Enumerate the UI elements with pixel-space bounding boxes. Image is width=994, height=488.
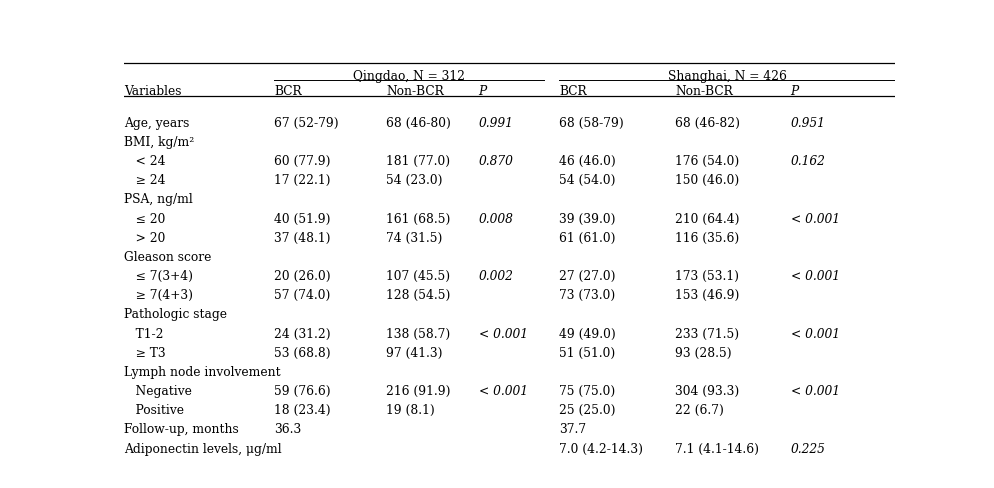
Text: < 0.001: < 0.001 xyxy=(479,327,528,341)
Text: 73 (73.0): 73 (73.0) xyxy=(560,289,615,302)
Text: 20 (26.0): 20 (26.0) xyxy=(274,270,331,283)
Text: 61 (61.0): 61 (61.0) xyxy=(560,232,616,244)
Text: 53 (68.8): 53 (68.8) xyxy=(274,346,331,360)
Text: 68 (46-82): 68 (46-82) xyxy=(675,117,741,130)
Text: 210 (64.4): 210 (64.4) xyxy=(675,213,740,225)
Text: 7.0 (4.2-14.3): 7.0 (4.2-14.3) xyxy=(560,443,643,455)
Text: 68 (46-80): 68 (46-80) xyxy=(387,117,451,130)
Text: ≤ 7(3+4): ≤ 7(3+4) xyxy=(124,270,193,283)
Text: < 0.001: < 0.001 xyxy=(790,213,840,225)
Text: 0.991: 0.991 xyxy=(479,117,514,130)
Text: 97 (41.3): 97 (41.3) xyxy=(387,346,442,360)
Text: 0.162: 0.162 xyxy=(790,155,825,168)
Text: 107 (45.5): 107 (45.5) xyxy=(387,270,450,283)
Text: 22 (6.7): 22 (6.7) xyxy=(675,404,724,417)
Text: Negative: Negative xyxy=(124,385,192,398)
Text: 173 (53.1): 173 (53.1) xyxy=(675,270,740,283)
Text: 176 (54.0): 176 (54.0) xyxy=(675,155,740,168)
Text: Shanghai, N = 426: Shanghai, N = 426 xyxy=(668,70,786,83)
Text: 51 (51.0): 51 (51.0) xyxy=(560,346,615,360)
Text: 233 (71.5): 233 (71.5) xyxy=(675,327,740,341)
Text: 153 (46.9): 153 (46.9) xyxy=(675,289,740,302)
Text: BCR: BCR xyxy=(274,85,302,98)
Text: 304 (93.3): 304 (93.3) xyxy=(675,385,740,398)
Text: 18 (23.4): 18 (23.4) xyxy=(274,404,331,417)
Text: Lymph node involvement: Lymph node involvement xyxy=(124,366,281,379)
Text: 19 (8.1): 19 (8.1) xyxy=(387,404,435,417)
Text: Positive: Positive xyxy=(124,404,184,417)
Text: Gleason score: Gleason score xyxy=(124,251,212,264)
Text: 216 (91.9): 216 (91.9) xyxy=(387,385,450,398)
Text: 74 (31.5): 74 (31.5) xyxy=(387,232,442,244)
Text: < 0.001: < 0.001 xyxy=(790,327,840,341)
Text: Qingdao, N = 312: Qingdao, N = 312 xyxy=(353,70,465,83)
Text: ≤ 20: ≤ 20 xyxy=(124,213,166,225)
Text: 68 (58-79): 68 (58-79) xyxy=(560,117,624,130)
Text: 0.008: 0.008 xyxy=(479,213,514,225)
Text: ≥ T3: ≥ T3 xyxy=(124,346,166,360)
Text: 57 (74.0): 57 (74.0) xyxy=(274,289,331,302)
Text: 181 (77.0): 181 (77.0) xyxy=(387,155,450,168)
Text: 54 (54.0): 54 (54.0) xyxy=(560,174,616,187)
Text: 60 (77.9): 60 (77.9) xyxy=(274,155,331,168)
Text: 40 (51.9): 40 (51.9) xyxy=(274,213,331,225)
Text: P: P xyxy=(790,85,799,98)
Text: 25 (25.0): 25 (25.0) xyxy=(560,404,616,417)
Text: 0.002: 0.002 xyxy=(479,270,514,283)
Text: P: P xyxy=(479,85,487,98)
Text: 161 (68.5): 161 (68.5) xyxy=(387,213,450,225)
Text: Non-BCR: Non-BCR xyxy=(387,85,444,98)
Text: Non-BCR: Non-BCR xyxy=(675,85,733,98)
Text: 0.870: 0.870 xyxy=(479,155,514,168)
Text: 37.7: 37.7 xyxy=(560,424,586,436)
Text: 46 (46.0): 46 (46.0) xyxy=(560,155,616,168)
Text: PSA, ng/ml: PSA, ng/ml xyxy=(124,193,193,206)
Text: 39 (39.0): 39 (39.0) xyxy=(560,213,616,225)
Text: BCR: BCR xyxy=(560,85,587,98)
Text: 75 (75.0): 75 (75.0) xyxy=(560,385,615,398)
Text: 59 (76.6): 59 (76.6) xyxy=(274,385,331,398)
Text: 27 (27.0): 27 (27.0) xyxy=(560,270,616,283)
Text: Age, years: Age, years xyxy=(124,117,190,130)
Text: 0.225: 0.225 xyxy=(790,443,825,455)
Text: 116 (35.6): 116 (35.6) xyxy=(675,232,740,244)
Text: 7.1 (4.1-14.6): 7.1 (4.1-14.6) xyxy=(675,443,759,455)
Text: 93 (28.5): 93 (28.5) xyxy=(675,346,732,360)
Text: Pathologic stage: Pathologic stage xyxy=(124,308,228,322)
Text: < 0.001: < 0.001 xyxy=(790,270,840,283)
Text: < 24: < 24 xyxy=(124,155,166,168)
Text: 128 (54.5): 128 (54.5) xyxy=(387,289,450,302)
Text: Follow-up, months: Follow-up, months xyxy=(124,424,239,436)
Text: BMI, kg/m²: BMI, kg/m² xyxy=(124,136,195,149)
Text: 37 (48.1): 37 (48.1) xyxy=(274,232,331,244)
Text: Variables: Variables xyxy=(124,85,182,98)
Text: ≥ 7(4+3): ≥ 7(4+3) xyxy=(124,289,193,302)
Text: 67 (52-79): 67 (52-79) xyxy=(274,117,339,130)
Text: 36.3: 36.3 xyxy=(274,424,302,436)
Text: < 0.001: < 0.001 xyxy=(479,385,528,398)
Text: T1-2: T1-2 xyxy=(124,327,164,341)
Text: Adiponectin levels, μg/ml: Adiponectin levels, μg/ml xyxy=(124,443,282,455)
Text: ≥ 24: ≥ 24 xyxy=(124,174,166,187)
Text: 17 (22.1): 17 (22.1) xyxy=(274,174,331,187)
Text: 150 (46.0): 150 (46.0) xyxy=(675,174,740,187)
Text: 138 (58.7): 138 (58.7) xyxy=(387,327,450,341)
Text: > 20: > 20 xyxy=(124,232,166,244)
Text: < 0.001: < 0.001 xyxy=(790,385,840,398)
Text: 24 (31.2): 24 (31.2) xyxy=(274,327,331,341)
Text: 49 (49.0): 49 (49.0) xyxy=(560,327,616,341)
Text: 54 (23.0): 54 (23.0) xyxy=(387,174,442,187)
Text: 0.951: 0.951 xyxy=(790,117,825,130)
